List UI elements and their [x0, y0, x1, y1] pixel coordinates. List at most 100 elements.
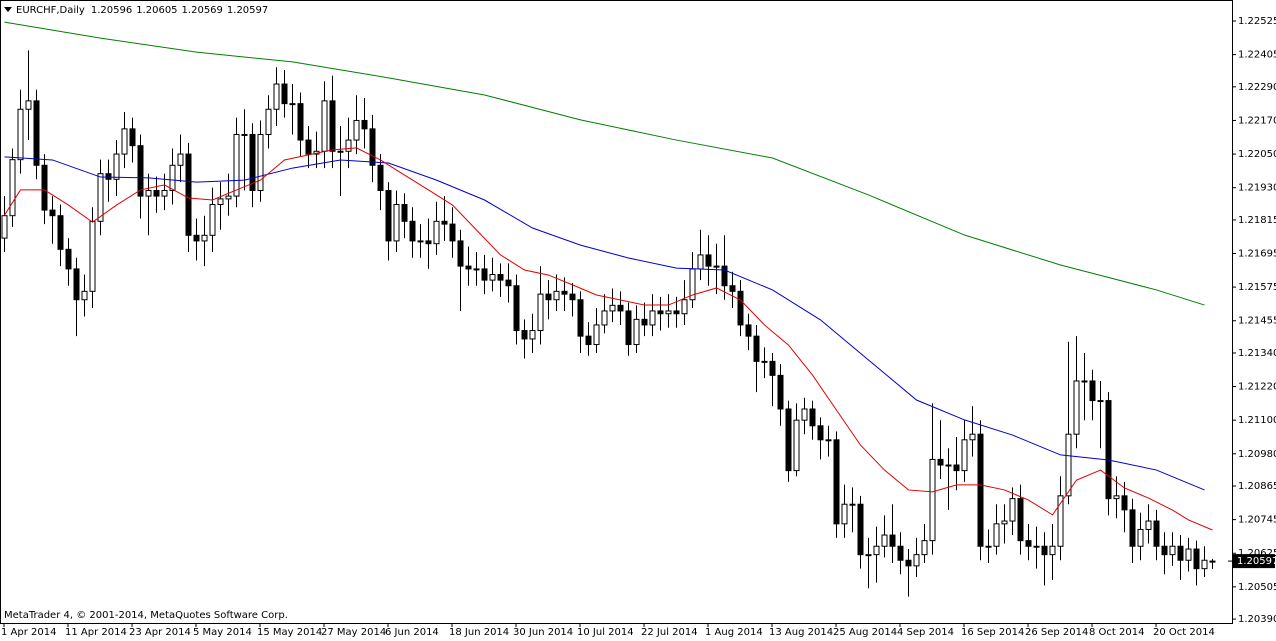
candle-body — [409, 220, 416, 242]
candle-body — [417, 240, 424, 243]
ma-line — [4, 156, 1205, 491]
candle-body — [649, 310, 656, 326]
footer: MetaTrader 4, © 2001-2014, MetaQuotes So… — [4, 610, 288, 621]
candle-body — [681, 299, 688, 315]
candle-body — [49, 209, 56, 217]
y-tick-label: 1.20625 — [1238, 548, 1276, 559]
x-tick-label: 16 Sep 2014 — [961, 627, 1024, 638]
y-tick-label: 1.22050 — [1238, 149, 1276, 160]
candle-body — [377, 164, 384, 191]
candle-body — [617, 304, 624, 312]
candle-body — [201, 234, 208, 242]
x-tick-label: 8 Oct 2014 — [1089, 627, 1144, 638]
candle-body — [473, 268, 480, 271]
candle-body — [585, 335, 592, 346]
candle-body — [577, 299, 584, 337]
candle-body — [697, 254, 704, 270]
candle-body — [849, 503, 856, 506]
candle-body — [9, 159, 16, 217]
candle-body — [1009, 498, 1016, 522]
candle-body — [121, 128, 128, 155]
x-tick-label: 27 May 2014 — [321, 627, 386, 638]
candle-body — [665, 310, 672, 315]
candle-body — [1089, 380, 1096, 402]
x-tick-label: 15 May 2014 — [257, 627, 322, 638]
candle-body — [1161, 545, 1168, 556]
y-tick-label: 1.22170 — [1238, 115, 1276, 126]
price-label-box — [1233, 554, 1275, 569]
candle-body — [321, 100, 328, 152]
candle-body — [337, 150, 344, 153]
candle-body — [809, 408, 816, 427]
candle-body — [625, 310, 632, 346]
candle-body — [449, 223, 456, 242]
candle-body — [497, 274, 504, 281]
candle-body — [969, 433, 976, 441]
plot-frame — [0, 0, 1233, 624]
candle-body — [41, 164, 48, 211]
x-tick-label: 1 Apr 2014 — [1, 627, 56, 638]
candle-body — [233, 133, 240, 197]
x-tick-label: 18 Jun 2014 — [449, 627, 509, 638]
ma-line — [4, 147, 1213, 531]
candle-body — [1209, 560, 1216, 563]
candle-body — [569, 293, 576, 301]
candle-body — [241, 133, 248, 136]
candle-body — [945, 464, 952, 467]
candle-body — [137, 145, 144, 197]
candle-body — [977, 433, 984, 547]
candle-body — [793, 419, 800, 472]
candle-body — [97, 173, 104, 222]
x-tick-label: 23 Apr 2014 — [129, 627, 191, 638]
candle-body — [913, 554, 920, 567]
candle-body — [177, 153, 184, 166]
candle-body — [729, 285, 736, 292]
candle-body — [65, 248, 72, 270]
candle-body — [817, 425, 824, 441]
candle-body — [193, 234, 200, 242]
candle-body — [1105, 400, 1112, 500]
candle-body — [185, 153, 192, 236]
candle-body — [769, 360, 776, 376]
candle-body — [1153, 520, 1160, 547]
y-tick-label: 1.20390 — [1238, 614, 1276, 625]
candle-body — [881, 534, 888, 547]
candle-body — [513, 285, 520, 332]
candle-body — [1137, 528, 1144, 547]
x-tick-label: 20 Oct 2014 — [1153, 627, 1215, 638]
candle-body — [1065, 433, 1072, 497]
candle-body — [713, 265, 720, 268]
last-low: 1.20569 — [182, 5, 223, 16]
candle-body — [993, 523, 1000, 547]
candle-body — [505, 279, 512, 287]
candle-body — [425, 240, 432, 245]
x-tick-label: 4 Sep 2014 — [897, 627, 954, 638]
candle-body — [737, 290, 744, 326]
candle-body — [953, 464, 960, 472]
x-tick-label: 5 May 2014 — [193, 627, 252, 638]
y-tick-label: 1.22525 — [1238, 16, 1276, 27]
candle-body — [385, 189, 392, 242]
chart-title: EURCHF,Daily 1.20596 1.20605 1.20569 1.20597 — [16, 5, 268, 16]
candle-body — [961, 439, 968, 472]
candle-body — [481, 268, 488, 281]
candle-body — [721, 265, 728, 287]
candle-body — [305, 139, 312, 155]
candle-body — [17, 108, 24, 161]
candle-body — [1097, 400, 1104, 403]
candle-body — [329, 100, 336, 152]
y-tick-label: 1.21455 — [1238, 316, 1276, 327]
x-tick-label: 30 Jun 2014 — [513, 627, 573, 638]
y-tick-label: 1.21575 — [1238, 282, 1276, 293]
y-tick-label: 1.21930 — [1238, 183, 1276, 194]
price-label: 1.20597 — [1237, 556, 1276, 567]
candle-body — [129, 128, 136, 147]
candle-body — [1001, 520, 1008, 525]
candle-body — [601, 310, 608, 326]
candle-body — [225, 195, 232, 200]
candle-body — [369, 128, 376, 166]
candle-body — [217, 198, 224, 205]
candle-body — [1, 215, 8, 239]
candle-body — [1121, 495, 1128, 511]
